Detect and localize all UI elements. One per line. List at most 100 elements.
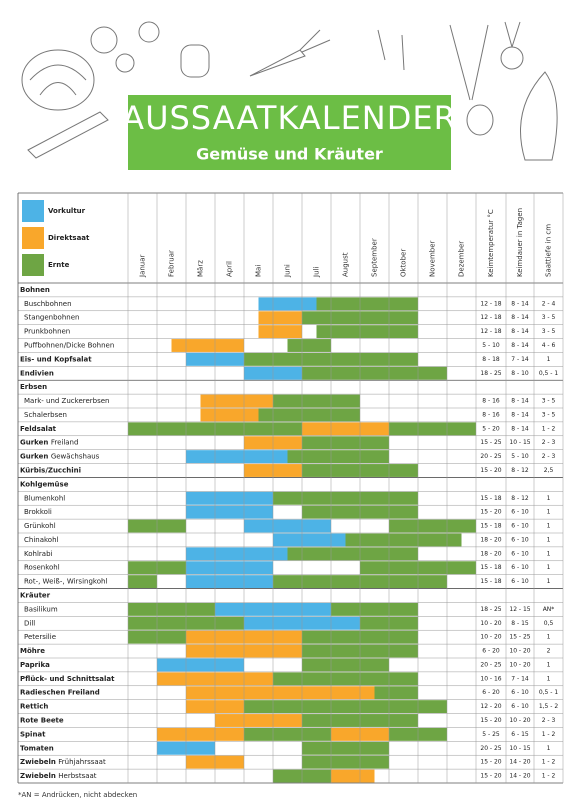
period-bar (171, 339, 244, 352)
row-label: Möhre (20, 647, 45, 655)
cell-value: 1 - 2 (542, 773, 556, 780)
cell-value: 3 - 5 (542, 411, 556, 418)
period-bar (186, 505, 273, 519)
cell-value: 2 - 3 (542, 717, 556, 724)
cell-value: 6 - 20 (482, 648, 500, 655)
row-label: Prunkbohnen (24, 328, 70, 336)
footnote: *AN = Andrücken, nicht abdecken (18, 791, 137, 799)
cell-value: 12 - 15 (509, 606, 530, 613)
cell-value: 14 - 20 (509, 759, 530, 766)
row-label: Paprika (20, 661, 50, 669)
cell-value: 1 (547, 550, 551, 557)
period-bar (302, 366, 447, 380)
period-bar (128, 575, 157, 589)
row-label: Brokkoli (24, 508, 52, 516)
title: AUSSAATKALENDER (122, 99, 457, 137)
period-bar (287, 339, 331, 352)
subtitle: Gemüse und Kräuter (196, 145, 383, 164)
cell-value: 15 - 20 (480, 717, 501, 724)
cell-value: 1 (547, 536, 551, 543)
cell-value: 12 - 18 (480, 300, 501, 307)
cell-value: 20 - 25 (480, 453, 501, 460)
row-label: Blumenkohl (24, 494, 65, 502)
row-label: Buschbohnen (24, 300, 72, 308)
month-label: März (197, 260, 205, 277)
row-label: Kohlrabi (24, 550, 53, 558)
legend-swatch (22, 254, 44, 276)
cell-value: 15 - 20 (480, 467, 501, 474)
cell-value: 20 - 25 (480, 661, 501, 668)
month-label: Februar (168, 250, 176, 277)
row-label: Endivien (20, 369, 54, 377)
month-label: August (342, 252, 350, 277)
row-label: Rote Beete (20, 717, 64, 725)
period-bar (157, 658, 244, 672)
cell-value: 1 - 2 (542, 425, 556, 432)
row-label: Rosenkohl (24, 564, 60, 572)
cell-value: 6 - 10 (511, 550, 529, 557)
row-label: Chinakohl (24, 536, 59, 544)
legend-label: Ernte (48, 261, 70, 269)
cell-value: 5 - 20 (482, 425, 500, 432)
period-bar (244, 727, 331, 741)
cell-value: 10 - 20 (480, 634, 501, 641)
cell-value: 15 - 20 (480, 773, 501, 780)
row-label: Grünkohl (24, 522, 56, 530)
row-label: Basilikum (24, 605, 58, 613)
month-label: Juli (313, 267, 321, 278)
row-detail: Gewächshaus (51, 453, 100, 461)
month-label: Juni (284, 264, 292, 278)
cell-value: 6 - 10 (511, 689, 529, 696)
period-bar (374, 686, 418, 700)
row-label: Feldsalat (20, 425, 57, 433)
row-label: Gurken Freiland (20, 439, 78, 447)
period-bar (331, 769, 375, 783)
cell-value: 8 - 14 (511, 411, 529, 418)
cell-value: 15 - 25 (509, 634, 530, 641)
cell-value: 2 (547, 648, 551, 655)
row-detail: Freiland (51, 439, 79, 447)
row-label: Tomaten (20, 744, 54, 752)
cell-value: 10 - 16 (480, 675, 501, 682)
period-bar (186, 491, 273, 505)
month-label: September (371, 238, 379, 277)
cell-value: 18 - 25 (480, 606, 501, 613)
row-label: Zwiebeln Frühjahrssaat (20, 758, 106, 766)
period-bar (258, 325, 302, 339)
cell-value: 8 - 14 (511, 300, 529, 307)
cell-value: 15 - 20 (480, 509, 501, 516)
month-label: November (429, 240, 437, 277)
cell-value: 5 - 10 (511, 453, 529, 460)
cell-value: 8 - 14 (511, 328, 529, 335)
cell-value: AN* (543, 606, 555, 613)
row-label: Petersilie (24, 633, 56, 641)
row-label: Erbsen (20, 383, 47, 391)
cell-value: 10 - 20 (509, 717, 530, 724)
cell-value: 0,5 - 1 (539, 370, 559, 377)
period-bar (389, 519, 476, 533)
cell-value: 18 - 20 (480, 550, 501, 557)
cell-value: 10 - 20 (480, 620, 501, 627)
period-bar (200, 408, 259, 422)
cell-value: 6 - 10 (511, 578, 529, 585)
row-label: Radieschen Freiland (20, 689, 100, 697)
cell-value: 8 - 14 (511, 398, 529, 405)
cell-value: 1,5 - 2 (539, 703, 559, 710)
cell-value: 2,5 (544, 467, 554, 474)
cell-value: 1 (547, 523, 551, 530)
cell-value: 5 - 25 (482, 731, 500, 738)
period-bar (186, 561, 273, 575)
period-bar (273, 491, 418, 505)
row-label: Bohnen (20, 286, 50, 294)
cell-value: 12 - 18 (480, 328, 501, 335)
row-label: Mark- und Zuckererbsen (24, 397, 110, 405)
row-label: Kohlgemüse (20, 480, 69, 488)
cell-value: 10 - 20 (509, 661, 530, 668)
cell-value: 1 (547, 634, 551, 641)
cell-value: 4 - 6 (542, 342, 556, 349)
row-label: Rettich (20, 703, 48, 711)
row-label: Stangenbohnen (24, 314, 79, 322)
period-bar (258, 408, 360, 422)
period-bar (200, 394, 273, 408)
